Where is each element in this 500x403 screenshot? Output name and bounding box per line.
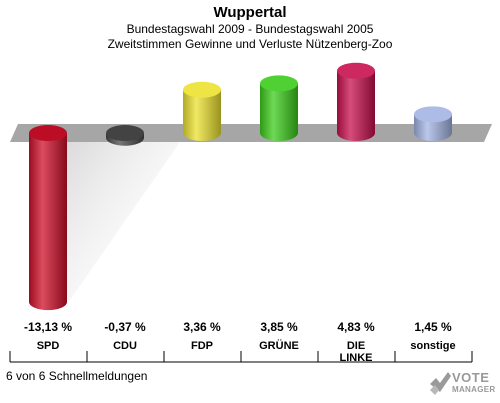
value-label-spd: -13,13 % — [24, 320, 72, 334]
chart-subtitle-district: Zweitstimmen Gewinne und Verluste Nützen… — [107, 37, 393, 51]
category-label-spd: SPD — [37, 340, 60, 352]
value-label-sonstige: 1,45 % — [414, 320, 452, 334]
value-label-cdu: -0,37 % — [104, 320, 146, 334]
logo-text-vote: VOTE — [452, 370, 490, 385]
category-label-fdp: FDP — [191, 340, 213, 352]
bar-fdp — [183, 81, 221, 141]
category-label-die-linke: DIE LINKE — [340, 340, 373, 364]
report-count-footer: 6 von 6 Schnellmeldungen — [6, 369, 148, 383]
bar-cdu — [106, 125, 144, 146]
bar-grüne — [260, 75, 298, 141]
chart-subtitle-elections: Bundestagswahl 2009 - Bundestagswahl 200… — [126, 22, 374, 36]
checkmark-icon — [430, 372, 451, 395]
bar-shadow — [66, 142, 180, 300]
value-label-grüne: 3,85 % — [260, 320, 298, 334]
bar-sonstige — [414, 106, 452, 141]
category-label-grüne: GRÜNE — [259, 339, 299, 352]
category-label-cdu: CDU — [113, 340, 137, 352]
category-label-sonstige: sonstige — [410, 340, 455, 352]
bar-spd — [29, 125, 67, 311]
logo-text-manager: MANAGER — [452, 385, 496, 394]
bar-die-linke — [337, 62, 375, 141]
value-label-fdp: 3,36 % — [183, 320, 221, 334]
vote-manager-logo: VOTE MANAGER — [428, 368, 498, 398]
chart-title: Wuppertal — [213, 4, 287, 21]
value-label-die-linke: 4,83 % — [337, 320, 375, 334]
